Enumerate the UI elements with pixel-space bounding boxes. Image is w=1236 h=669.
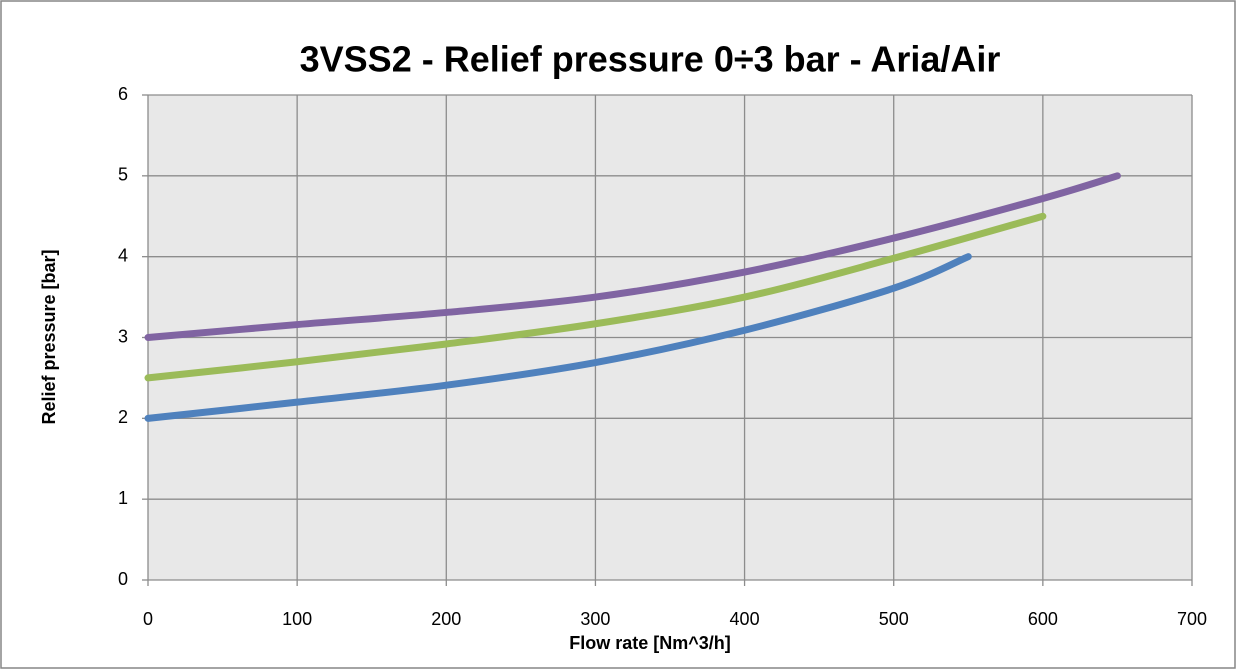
x-tick-label: 200 <box>431 609 461 629</box>
y-tick-label: 1 <box>118 488 128 508</box>
y-tick-label: 2 <box>118 407 128 427</box>
series-line <box>144 172 1121 341</box>
y-tick-label: 3 <box>118 326 128 346</box>
x-tick-label: 500 <box>879 609 909 629</box>
x-tick-label: 100 <box>282 609 312 629</box>
chart-title: 3VSS2 - Relief pressure 0÷3 bar - Aria/A… <box>300 39 1001 80</box>
y-tick-label: 5 <box>118 165 128 185</box>
x-tick-label: 700 <box>1177 609 1207 629</box>
y-tick-label: 4 <box>118 245 128 265</box>
x-tick-label: 300 <box>580 609 610 629</box>
x-tick-label: 0 <box>143 609 153 629</box>
series-line <box>144 253 972 422</box>
y-tick-label: 6 <box>118 84 128 104</box>
y-axis-label: Relief pressure [bar] <box>39 249 59 424</box>
series-line <box>144 212 1047 382</box>
x-tick-label: 600 <box>1028 609 1058 629</box>
x-axis-label: Flow rate [Nm^3/h] <box>569 633 731 653</box>
y-tick-label: 0 <box>118 569 128 589</box>
x-tick-label: 400 <box>730 609 760 629</box>
